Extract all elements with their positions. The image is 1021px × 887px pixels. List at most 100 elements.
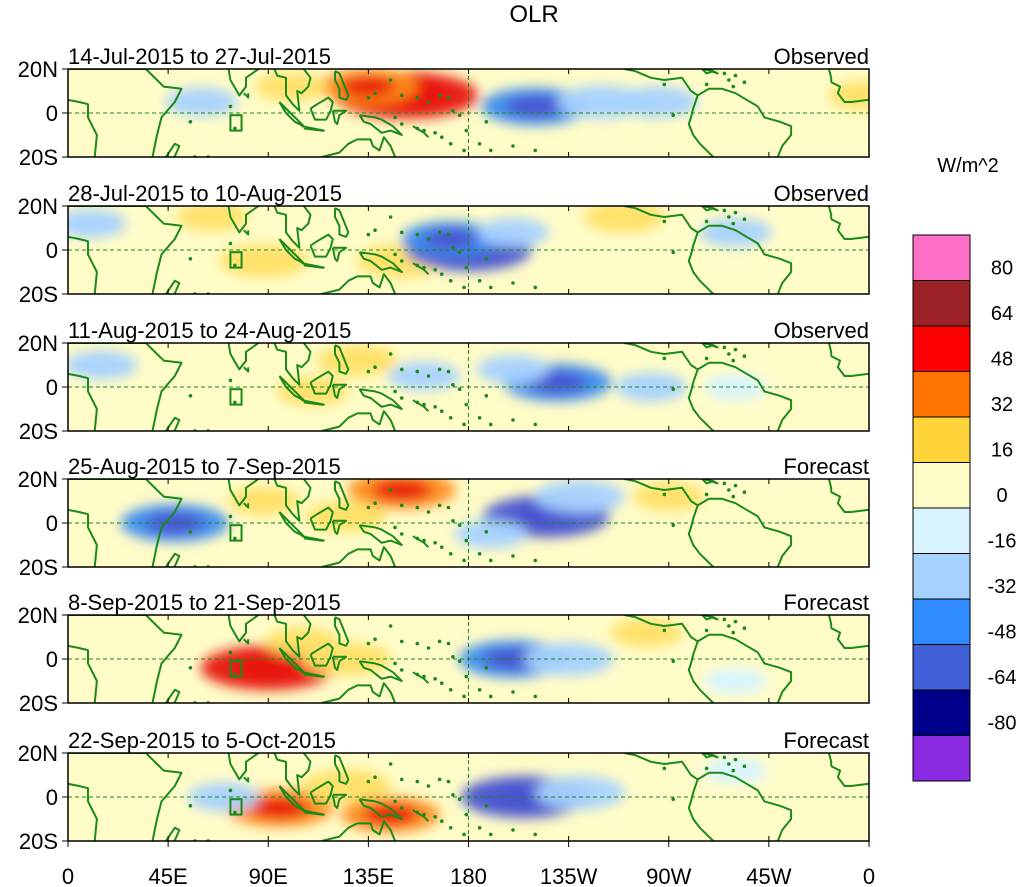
panel-date-range: 22-Sep-2015 to 5-Oct-2015: [68, 728, 336, 753]
island: [228, 378, 233, 383]
island: [722, 71, 727, 76]
latitude-label: 0: [46, 238, 58, 263]
island: [448, 552, 453, 556]
region-box: [229, 251, 243, 269]
island: [488, 422, 493, 427]
anomaly-field: [165, 69, 869, 126]
coastline: [331, 246, 348, 262]
latitude-label: 0: [46, 375, 58, 400]
coastline: [827, 615, 833, 629]
island: [462, 694, 466, 699]
longitude-label: 135W: [540, 864, 598, 887]
coastline: [624, 753, 714, 841]
coastline: [334, 207, 350, 238]
anomaly-blob: [699, 218, 772, 247]
anomaly-blob: [454, 519, 527, 549]
longitude-label: 0: [863, 864, 875, 887]
island: [440, 681, 444, 685]
coastline: [321, 682, 397, 703]
region-box: [229, 798, 243, 816]
latitude-label: 0: [46, 101, 58, 126]
island: [704, 492, 709, 497]
island: [437, 230, 442, 235]
coastline: [321, 546, 397, 567]
colorbar-swatch: [912, 735, 971, 782]
colorbar-swatch: [912, 644, 971, 691]
island: [477, 279, 482, 283]
panel-date-range: 14-Jul-2015 to 27-Jul-2015: [68, 44, 331, 69]
island: [477, 688, 482, 692]
island: [733, 483, 738, 488]
island: [484, 530, 489, 534]
island: [393, 799, 397, 804]
coastline: [68, 508, 98, 567]
island: [422, 674, 426, 679]
latitude-label: 20N: [18, 467, 58, 492]
island: [451, 109, 455, 113]
island: [488, 148, 493, 153]
island: [399, 259, 404, 263]
coastline: [165, 279, 181, 294]
island: [437, 93, 442, 98]
map-panel: 8-Sep-2015 to 21-Sep-2015 Forecast 20N 0 20S: [18, 590, 870, 716]
coastline: [830, 218, 869, 240]
coastline: [301, 262, 325, 269]
island: [426, 237, 431, 241]
island: [671, 797, 675, 801]
coastline: [697, 361, 793, 431]
panel-data-type: Observed: [774, 318, 869, 343]
island: [457, 250, 462, 254]
anomaly-core: [423, 229, 478, 249]
colorbar: 80 64 48 32 16 0 -16 -32 -48 -64 -80: [912, 234, 1016, 782]
anomaly-core: [341, 76, 396, 97]
island: [366, 232, 371, 237]
island: [733, 210, 738, 215]
coastline: [165, 688, 181, 703]
island: [399, 122, 404, 126]
island: [457, 387, 462, 391]
island: [399, 93, 404, 98]
anomaly-blob: [534, 776, 625, 810]
island: [451, 383, 455, 387]
colorbar-swatch: [912, 325, 971, 372]
island: [477, 416, 482, 420]
island: [415, 641, 420, 646]
island: [662, 628, 667, 633]
island: [393, 115, 397, 120]
island: [742, 217, 747, 221]
panel-date-range: 28-Jul-2015 to 10-Aug-2015: [68, 181, 342, 206]
island: [437, 503, 442, 508]
anomaly-blob: [68, 209, 127, 238]
island: [426, 784, 431, 788]
coastline: [710, 754, 719, 759]
island: [233, 126, 237, 131]
coastline: [710, 480, 719, 485]
island: [233, 672, 237, 677]
island: [437, 777, 442, 782]
island: [704, 766, 709, 771]
island: [731, 630, 736, 635]
anomaly-blob: [254, 72, 327, 101]
island: [462, 422, 466, 427]
island: [188, 804, 193, 808]
island: [415, 369, 420, 374]
island: [188, 666, 193, 670]
island: [399, 668, 404, 672]
island: [422, 812, 426, 817]
coastline: [165, 552, 181, 567]
island: [415, 779, 420, 784]
region-box: [229, 388, 243, 406]
island: [662, 766, 667, 771]
latitude-label: 20N: [18, 57, 58, 82]
longitude-label: 0: [62, 864, 74, 887]
coastline: [68, 479, 183, 567]
island: [399, 396, 404, 400]
island: [399, 532, 404, 536]
island: [704, 628, 709, 633]
island: [446, 505, 451, 510]
island: [511, 554, 515, 558]
island: [399, 367, 404, 372]
island: [433, 131, 437, 135]
island: [722, 481, 727, 486]
island: [731, 84, 736, 89]
